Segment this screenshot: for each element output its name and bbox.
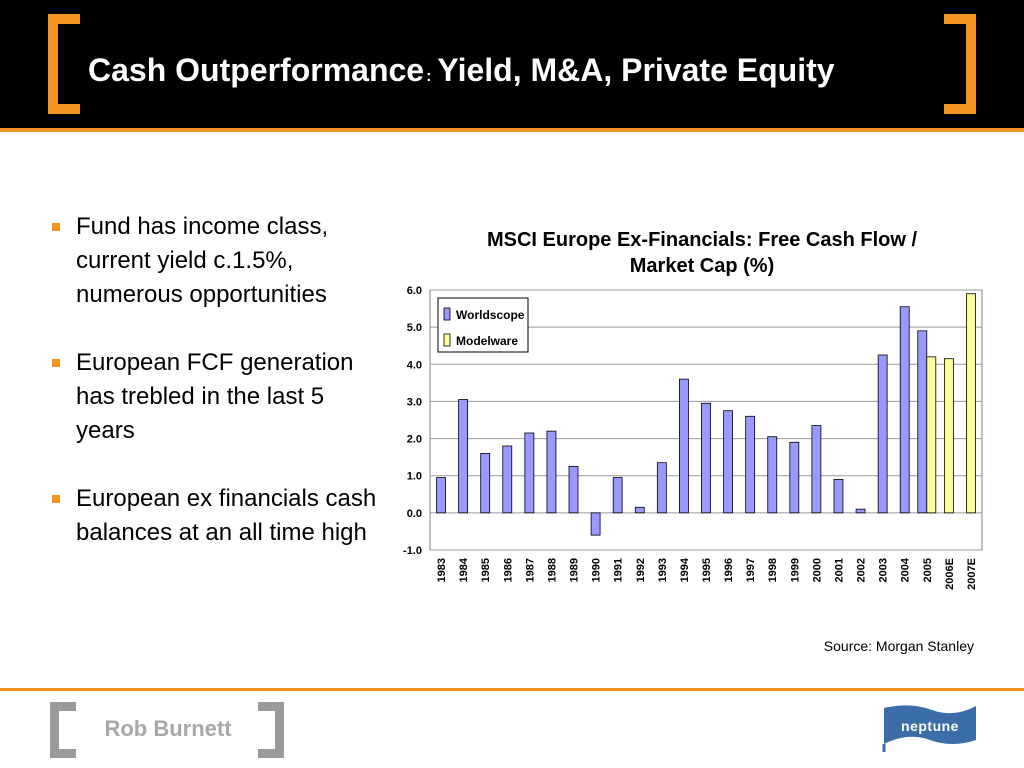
bullet-marker xyxy=(52,495,60,503)
x-tick-label: 1988 xyxy=(546,558,558,582)
bar-worldscope xyxy=(877,354,888,514)
bar-worldscope xyxy=(480,453,491,514)
presenter-name: Rob Burnett xyxy=(104,716,232,741)
title-separator: : xyxy=(426,68,432,85)
x-tick-label: 2003 xyxy=(878,558,890,582)
bar-worldscope xyxy=(723,410,733,514)
y-tick-label: -1.0 xyxy=(403,545,422,557)
x-tick-label: 2006E xyxy=(944,558,956,590)
chart-title: Market Cap (%) xyxy=(630,255,774,277)
y-tick-label: 2.0 xyxy=(407,434,422,446)
x-tick-label: 1984 xyxy=(458,557,470,582)
bar-worldscope xyxy=(767,436,778,514)
header-bar xyxy=(0,0,1024,128)
x-tick-label: 1998 xyxy=(767,558,779,582)
logo-flag-icon xyxy=(882,705,976,752)
bar-worldscope xyxy=(899,306,910,514)
legend-box xyxy=(437,297,529,353)
legend-label: Worldscope xyxy=(456,308,525,322)
bullet-text: Fund has income class, current yield c.1… xyxy=(76,213,329,308)
x-tick-label: 1983 xyxy=(436,558,448,582)
logo-text: neptune xyxy=(901,718,959,734)
bar-worldscope xyxy=(679,378,689,514)
x-tick-label: 2007E xyxy=(966,558,978,590)
bar-worldscope xyxy=(458,399,469,514)
chart-svg: MSCI Europe Ex-Financials: Free Cash Flo… xyxy=(403,229,983,590)
footer-right-bracket xyxy=(258,702,284,758)
x-tick-label: 1987 xyxy=(524,558,536,582)
bar-worldscope xyxy=(789,441,800,514)
bar-worldscope xyxy=(745,415,756,514)
bullet-text: European FCF generation has trebled in t… xyxy=(76,349,354,444)
x-tick-label: 2002 xyxy=(856,558,868,582)
bar-worldscope xyxy=(546,430,557,514)
bar-worldscope xyxy=(811,425,822,514)
x-tick-label: 1992 xyxy=(635,558,647,582)
bullet-item: European ex financials cash balances at … xyxy=(48,482,378,550)
x-tick-label: 1996 xyxy=(723,558,735,582)
bar-worldscope xyxy=(855,508,866,514)
title-rest: Yield, M&A, Private Equity xyxy=(437,52,835,88)
fcf-chart: MSCI Europe Ex-Financials: Free Cash Flo… xyxy=(380,218,990,618)
bar-worldscope xyxy=(590,512,601,536)
right-bracket xyxy=(944,14,976,114)
bar-modelware xyxy=(926,356,937,514)
bullet-marker xyxy=(52,359,60,367)
y-tick-label: 4.0 xyxy=(407,359,422,371)
source-note: Source: Morgan Stanley xyxy=(823,638,974,654)
legend-swatch xyxy=(443,307,451,321)
x-tick-label: 2005 xyxy=(922,558,934,582)
bar-worldscope xyxy=(634,506,645,514)
x-tick-label: 1999 xyxy=(789,558,801,582)
x-tick-label: 2004 xyxy=(900,557,912,582)
y-tick-label: 1.0 xyxy=(407,471,422,483)
x-tick-label: 1991 xyxy=(613,558,625,582)
x-tick-label: 1985 xyxy=(480,558,492,582)
bullet-list: Fund has income class, current yield c.1… xyxy=(48,210,378,584)
bar-worldscope xyxy=(701,402,711,514)
y-tick-label: 6.0 xyxy=(407,285,422,297)
bullet-marker xyxy=(52,223,60,231)
bullet-item: Fund has income class, current yield c.1… xyxy=(48,210,378,312)
bar-worldscope xyxy=(568,466,579,514)
bar-worldscope xyxy=(612,477,623,514)
legend-swatch xyxy=(443,333,451,347)
footer-left-bracket xyxy=(50,702,76,758)
neptune-logo: neptune xyxy=(880,700,980,754)
bullet-text: European ex financials cash balances at … xyxy=(76,485,377,546)
title-main: Cash Outperformance xyxy=(88,52,425,88)
y-tick-label: 5.0 xyxy=(407,322,422,334)
header-rule xyxy=(0,128,1024,132)
chart-title: MSCI Europe Ex-Financials: Free Cash Flo… xyxy=(487,229,918,251)
x-tick-label: 1993 xyxy=(657,558,669,582)
bar-worldscope xyxy=(502,445,513,514)
x-tick-label: 1995 xyxy=(701,558,713,582)
left-bracket xyxy=(48,14,80,114)
x-tick-label: 1989 xyxy=(569,558,581,582)
y-tick-label: 0.0 xyxy=(407,508,422,520)
bar-worldscope xyxy=(917,330,928,514)
x-tick-label: 2000 xyxy=(811,558,823,582)
bar-modelware xyxy=(966,293,976,514)
bar-worldscope xyxy=(524,432,535,514)
bar-modelware xyxy=(943,358,954,514)
x-tick-label: 1990 xyxy=(591,558,603,582)
legend-label: Modelware xyxy=(456,334,518,348)
bar-worldscope xyxy=(656,462,667,514)
x-tick-label: 1986 xyxy=(502,558,514,582)
bullet-item: European FCF generation has trebled in t… xyxy=(48,346,378,448)
bar-worldscope xyxy=(833,479,844,514)
x-tick-label: 1997 xyxy=(745,558,757,582)
bar-worldscope xyxy=(436,477,446,514)
y-tick-label: 3.0 xyxy=(407,396,422,408)
footer-rule xyxy=(0,688,1024,691)
slide-title: Cash Outperformance: Yield, M&A, Private … xyxy=(88,48,835,92)
x-tick-label: 1994 xyxy=(679,557,691,582)
x-tick-label: 2001 xyxy=(833,558,845,582)
